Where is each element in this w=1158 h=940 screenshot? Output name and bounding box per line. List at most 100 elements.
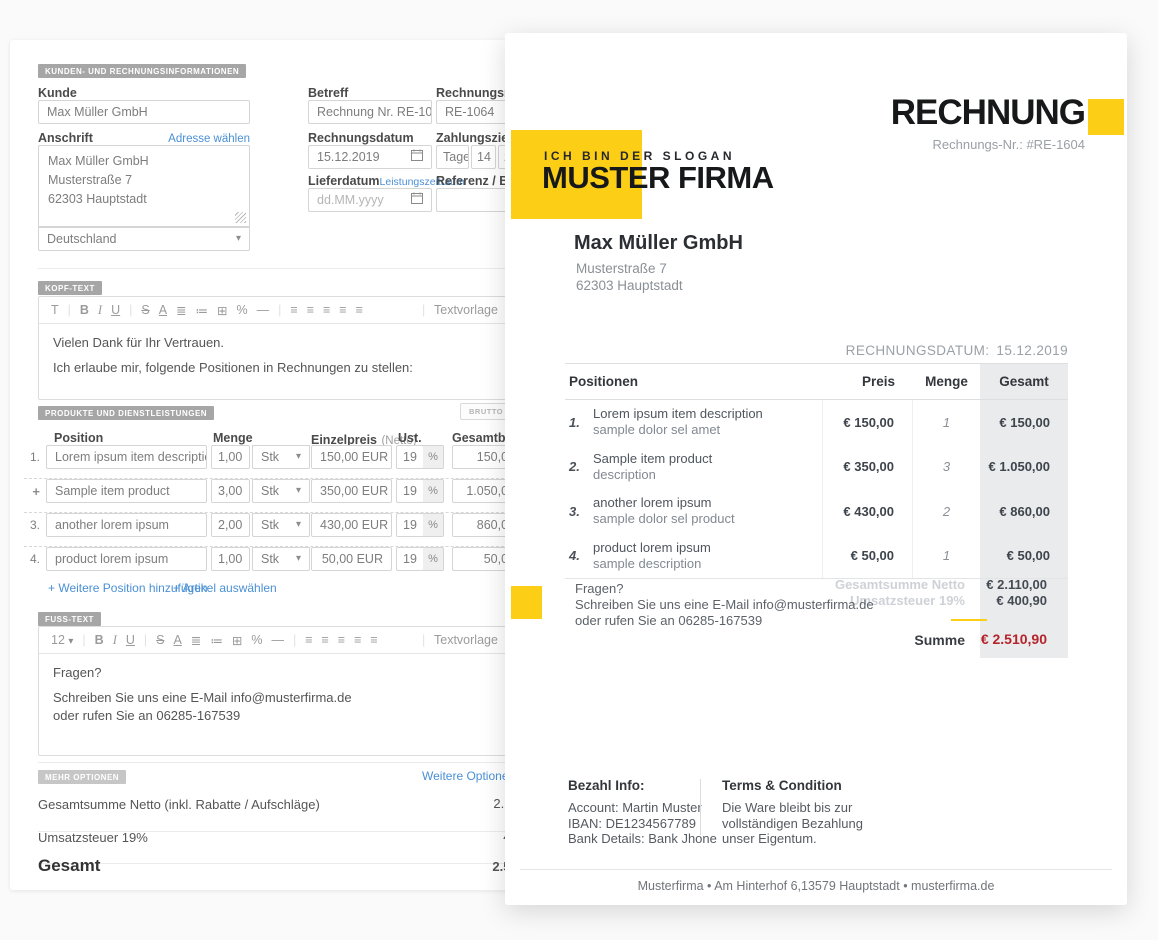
einzelpreis-input[interactable]: 430,00 EUR (311, 513, 392, 537)
menge-input[interactable]: 3,00 (211, 479, 250, 503)
einzelpreis-input[interactable]: 50,00 EUR (311, 547, 392, 571)
textvorlage-button[interactable]: Textvorlage (434, 633, 498, 647)
italic-icon[interactable]: I (112, 632, 117, 647)
position-input[interactable]: Sample item product (46, 479, 207, 503)
align-right-icon[interactable]: ≡ (337, 633, 346, 647)
zahlungsziel-days-input[interactable]: 14 (471, 145, 496, 169)
table-icon[interactable]: ⊞ (231, 633, 243, 648)
outdent-icon[interactable]: ≡ (370, 633, 378, 647)
ust-input[interactable]: 19 (396, 479, 424, 503)
bullet-list-icon[interactable]: ≔ (210, 633, 223, 648)
unit-select[interactable]: Stk ▾ (252, 479, 310, 503)
fusstext-content[interactable]: Fragen? Schreiben Sie uns eine E-Mail in… (53, 665, 352, 723)
textvorlage-button[interactable]: Textvorlage (434, 303, 498, 317)
zahlungsziel-tage-cell[interactable]: Tage (436, 145, 469, 169)
align-center-icon[interactable]: ≡ (306, 303, 314, 317)
preis-header: Preis (861, 374, 895, 389)
kopftext-editor: T | B I U | S A ≣ ≔ ⊞ % — | ≡ ≡ ≡ ≡ ≡ | … (38, 296, 543, 400)
italic-icon[interactable]: I (97, 302, 103, 317)
align-right-icon[interactable]: ≡ (323, 303, 331, 317)
link-icon[interactable]: % (251, 633, 263, 647)
strikethrough-icon[interactable]: S (141, 303, 150, 317)
indent-icon[interactable]: ≡ (339, 303, 347, 317)
indent-icon[interactable]: ≡ (354, 633, 362, 647)
einzelpreis-input[interactable]: 350,00 EUR (311, 479, 392, 503)
rechnungsdatum-input[interactable]: 15.12.2019 (308, 145, 432, 169)
align-left-icon[interactable]: ≡ (305, 633, 313, 647)
invoice-item-row: 1. Lorem ipsum item description sample do… (565, 400, 1068, 445)
company-slogan: ICH BIN DER SLOGAN (544, 149, 736, 163)
summe-label: Summe (914, 632, 965, 648)
kopftext-content[interactable]: Vielen Dank für Ihr Vertrauen. Ich erlau… (53, 335, 413, 375)
table-icon[interactable]: ⊞ (217, 303, 228, 318)
menge-input[interactable]: 1,00 (211, 445, 250, 469)
percent-button[interactable]: % (423, 513, 444, 537)
chevron-down-icon: ▾ (295, 485, 301, 496)
gesamt-header: Gesamt (999, 374, 1049, 389)
calendar-icon[interactable] (411, 189, 423, 211)
calendar-icon[interactable] (411, 146, 423, 168)
align-center-icon[interactable]: ≡ (321, 633, 329, 647)
ust-input[interactable]: 19 (396, 445, 424, 469)
anschrift-label: Anschrift (38, 131, 93, 145)
percent-button[interactable]: % (423, 547, 444, 571)
betreff-input[interactable]: Rechnung Nr. RE-1064 (308, 100, 432, 124)
section-badge-fusstext: FUSS-TEXT (38, 612, 101, 626)
adresse-waehlen-link[interactable]: Adresse wählen (168, 133, 250, 145)
align-left-icon[interactable]: ≡ (290, 303, 298, 317)
betreff-label: Betreff (308, 86, 349, 100)
add-article-link[interactable]: + Artikel auswählen (173, 581, 277, 595)
company-name: MUSTER FIRMA (542, 160, 774, 195)
gesamt-total-label: Gesamt (38, 856, 101, 875)
logo-block (511, 130, 642, 219)
position-input[interactable]: another lorem ipsum (46, 513, 207, 537)
kunde-input[interactable]: Max Müller GmbH (38, 100, 250, 124)
anschrift-textarea[interactable]: Max Müller GmbH Musterstraße 7 62303 Hau… (38, 145, 250, 227)
bold-icon[interactable]: B (94, 633, 104, 647)
ordered-list-icon[interactable]: ≣ (176, 303, 187, 318)
country-select[interactable]: Deutschland ▾ (38, 227, 250, 251)
unit-select[interactable]: Stk ▾ (252, 445, 310, 469)
menge-input[interactable]: 2,00 (211, 513, 250, 537)
position-input[interactable]: product lorem ipsum (46, 547, 207, 571)
horizontal-rule-icon[interactable]: — (271, 633, 284, 647)
strikethrough-icon[interactable]: S (156, 633, 165, 647)
info-divider (700, 779, 701, 835)
ust-header: Ust. (398, 431, 422, 445)
bullet-list-icon[interactable]: ≔ (195, 303, 209, 318)
einzelpreis-input[interactable]: 150,00 EUR (311, 445, 392, 469)
menge-header: Menge (925, 374, 968, 389)
text-color-icon[interactable]: A (173, 633, 182, 647)
underline-icon[interactable]: U (111, 303, 121, 317)
resize-handle-icon[interactable] (235, 212, 246, 223)
row-number: 1. (29, 450, 40, 464)
netto-total-row: Gesamtsumme Netto (inkl. Rabatte / Aufsc… (38, 796, 543, 832)
leistungszeitraum-link[interactable]: Leistungszeitraum (379, 176, 465, 188)
text-color-icon[interactable]: A (158, 303, 168, 317)
unit-select[interactable]: Stk ▾ (252, 513, 310, 537)
underline-icon[interactable]: U (125, 633, 135, 647)
ust-input[interactable]: 19 (396, 547, 424, 571)
section-badge-customer: KUNDEN- UND RECHNUNGSINFORMATIONEN (38, 64, 247, 78)
position-input[interactable]: Lorem ipsum item description (46, 445, 207, 469)
ust-input[interactable]: 19 (396, 513, 424, 537)
netto-total-label: Gesamtsumme Netto (inkl. Rabatte / Aufsc… (38, 797, 320, 812)
horizontal-rule-icon[interactable]: — (256, 303, 270, 317)
format-button[interactable]: T (51, 303, 59, 317)
add-position-link[interactable]: + Weitere Position hinzufügen (48, 581, 208, 595)
link-icon[interactable]: % (236, 303, 248, 317)
weitere-optionen-link[interactable]: Weitere Optionen (422, 769, 516, 783)
chevron-down-icon: ▾ (295, 553, 301, 564)
rechnungsdatum-label: Rechnungsdatum (308, 131, 414, 145)
outdent-icon[interactable]: ≡ (355, 303, 363, 317)
font-size-button[interactable]: 12 ▾ (51, 633, 74, 647)
ordered-list-icon[interactable]: ≣ (190, 633, 202, 648)
drag-handle-icon[interactable]: + (32, 484, 40, 499)
lieferdatum-input[interactable]: dd.MM.yyyy (308, 188, 432, 212)
menge-input[interactable]: 1,00 (211, 547, 250, 571)
percent-button[interactable]: % (423, 479, 444, 503)
unit-select[interactable]: Stk ▾ (252, 547, 310, 571)
bold-icon[interactable]: B (79, 303, 89, 317)
percent-button[interactable]: % (423, 445, 444, 469)
pay-info-block: Bezahl Info: Account: Martin Muster IBAN… (568, 778, 717, 847)
